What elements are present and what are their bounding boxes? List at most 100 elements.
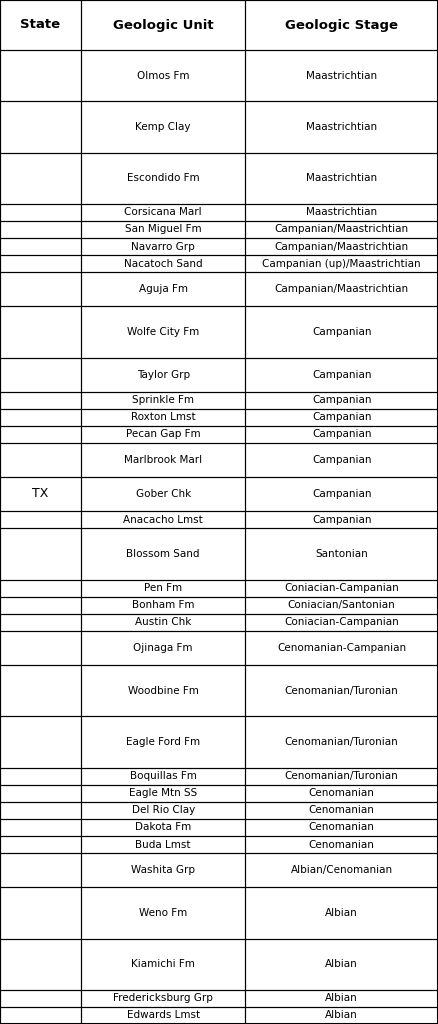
Bar	[81, 597, 245, 614]
Bar	[0, 50, 81, 101]
Bar	[81, 511, 245, 528]
Bar	[245, 888, 438, 939]
Bar	[0, 614, 81, 631]
Text: Ojinaga Fm: Ojinaga Fm	[134, 643, 193, 653]
Bar	[0, 990, 81, 1007]
Bar	[81, 443, 245, 477]
Bar	[245, 597, 438, 614]
Text: Albian: Albian	[325, 959, 358, 969]
Bar	[0, 666, 81, 717]
Text: San Miguel Fm: San Miguel Fm	[125, 224, 201, 234]
Bar	[0, 255, 81, 272]
Text: Cenomanian/Turonian: Cenomanian/Turonian	[285, 771, 399, 781]
Text: Maastrichtian: Maastrichtian	[306, 71, 377, 81]
Text: Campanian: Campanian	[312, 515, 371, 525]
Bar	[0, 426, 81, 443]
Bar	[245, 784, 438, 802]
Bar	[81, 631, 245, 666]
Bar	[81, 306, 245, 357]
Text: TX: TX	[32, 487, 49, 500]
Bar	[0, 101, 81, 153]
Bar	[0, 784, 81, 802]
Text: Campanian/Maastrichtian: Campanian/Maastrichtian	[275, 224, 409, 234]
Bar	[0, 477, 81, 511]
Text: Cenomanian: Cenomanian	[309, 840, 374, 850]
Bar	[245, 717, 438, 768]
Bar	[245, 477, 438, 511]
Bar	[245, 221, 438, 238]
Text: Coniacian/Santonian: Coniacian/Santonian	[288, 600, 396, 610]
Text: Cenomanian: Cenomanian	[309, 806, 374, 815]
Text: Bonham Fm: Bonham Fm	[132, 600, 194, 610]
Bar	[245, 50, 438, 101]
Bar	[81, 768, 245, 784]
Bar	[81, 221, 245, 238]
Bar	[81, 528, 245, 580]
Text: Navarro Grp: Navarro Grp	[131, 242, 195, 252]
Text: Cenomanian: Cenomanian	[309, 822, 374, 833]
Bar	[245, 204, 438, 221]
Text: Albian: Albian	[325, 993, 358, 1004]
Text: Escondido Fm: Escondido Fm	[127, 173, 199, 183]
Text: Coniacian-Campanian: Coniacian-Campanian	[284, 617, 399, 628]
Text: Geologic Stage: Geologic Stage	[285, 18, 398, 32]
Bar	[81, 614, 245, 631]
Text: Washita Grp: Washita Grp	[131, 865, 195, 876]
Bar	[0, 528, 81, 580]
Text: Albian/Cenomanian: Albian/Cenomanian	[290, 865, 393, 876]
Text: Campanian: Campanian	[312, 370, 371, 380]
Bar	[0, 511, 81, 528]
Bar	[245, 0, 438, 50]
Bar	[245, 409, 438, 426]
Text: Gober Chk: Gober Chk	[135, 489, 191, 500]
Text: Eagle Mtn SS: Eagle Mtn SS	[129, 788, 197, 799]
Text: Dakota Fm: Dakota Fm	[135, 822, 191, 833]
Text: Campanian (up)/Maastrichtian: Campanian (up)/Maastrichtian	[262, 259, 421, 268]
Bar	[245, 853, 438, 888]
Text: Austin Chk: Austin Chk	[135, 617, 191, 628]
Text: Buda Lmst: Buda Lmst	[135, 840, 191, 850]
Bar	[81, 153, 245, 204]
Bar	[81, 392, 245, 409]
Bar	[0, 802, 81, 819]
Text: Coniacian-Campanian: Coniacian-Campanian	[284, 584, 399, 593]
Text: State: State	[21, 18, 60, 32]
Bar	[245, 614, 438, 631]
Text: Kiamichi Fm: Kiamichi Fm	[131, 959, 195, 969]
Bar	[0, 768, 81, 784]
Bar	[81, 888, 245, 939]
Text: Wolfe City Fm: Wolfe City Fm	[127, 327, 199, 337]
Bar	[0, 717, 81, 768]
Bar	[245, 238, 438, 255]
Bar	[245, 272, 438, 306]
Bar	[245, 255, 438, 272]
Bar	[81, 717, 245, 768]
Text: Olmos Fm: Olmos Fm	[137, 71, 189, 81]
Text: Campanian: Campanian	[312, 327, 371, 337]
Bar	[0, 888, 81, 939]
Text: Del Rio Clay: Del Rio Clay	[131, 806, 195, 815]
Bar	[81, 0, 245, 50]
Bar	[245, 1007, 438, 1024]
Bar	[81, 784, 245, 802]
Text: Roxton Lmst: Roxton Lmst	[131, 413, 195, 422]
Bar	[0, 306, 81, 357]
Bar	[0, 443, 81, 477]
Text: Albian: Albian	[325, 1011, 358, 1021]
Bar	[0, 153, 81, 204]
Text: Campanian: Campanian	[312, 489, 371, 500]
Text: Fredericksburg Grp: Fredericksburg Grp	[113, 993, 213, 1004]
Bar	[81, 1007, 245, 1024]
Bar	[245, 153, 438, 204]
Text: Santonian: Santonian	[315, 549, 368, 559]
Text: Pecan Gap Fm: Pecan Gap Fm	[126, 429, 201, 439]
Bar	[245, 631, 438, 666]
Bar	[245, 819, 438, 836]
Bar	[0, 357, 81, 392]
Bar	[81, 50, 245, 101]
Bar	[81, 272, 245, 306]
Text: Campanian: Campanian	[312, 395, 371, 406]
Bar	[81, 357, 245, 392]
Text: Maastrichtian: Maastrichtian	[306, 207, 377, 217]
Bar	[0, 1007, 81, 1024]
